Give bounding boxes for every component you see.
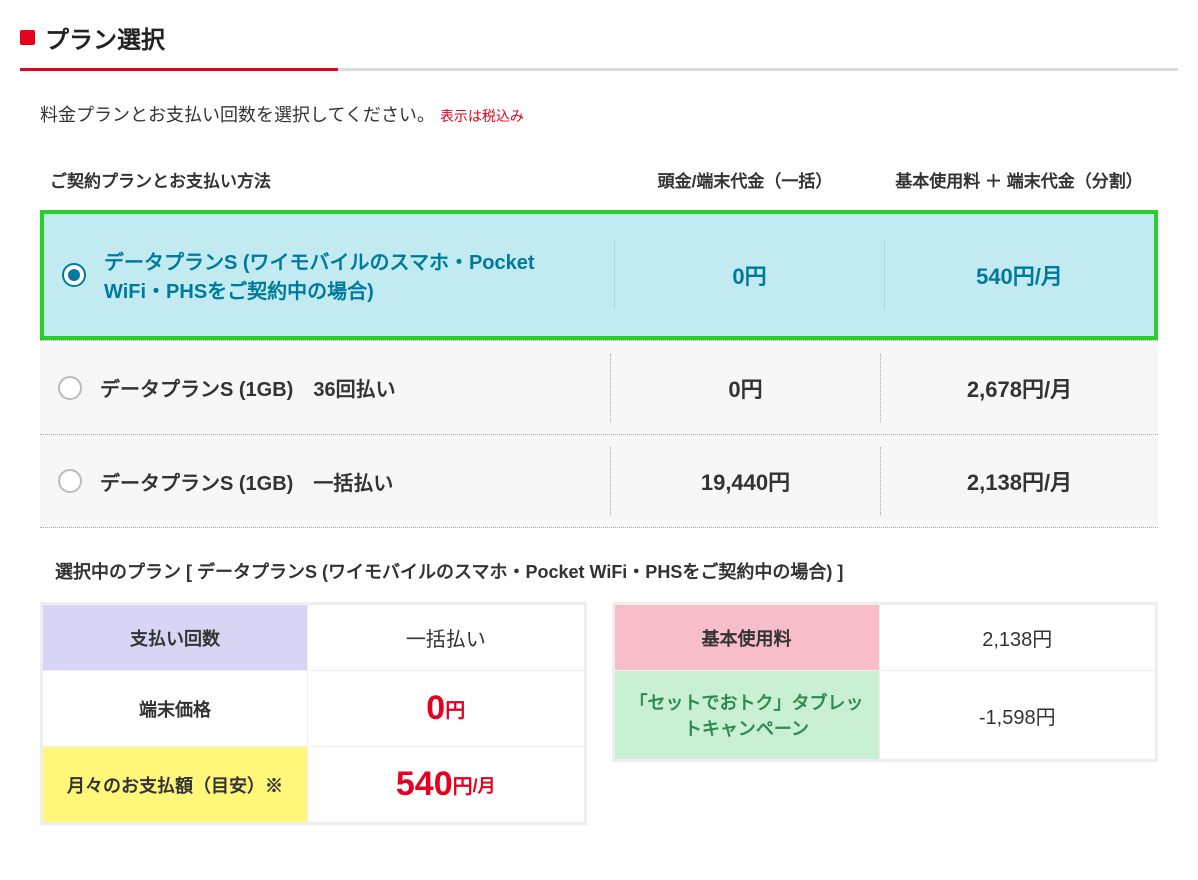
price-unit: 円 [445, 694, 465, 723]
plan-monthly: 2,678円/月 [880, 354, 1158, 422]
summary-value: 540円/月 [308, 747, 584, 822]
radio-icon[interactable] [58, 376, 82, 400]
plan-label: データプランS (1GB) 36回払い [100, 373, 610, 402]
price-unit: 円 [453, 770, 473, 799]
summary-value: 0円 [308, 671, 584, 746]
header-plan: ご契約プランとお支払い方法 [40, 167, 610, 192]
plan-down: 0円 [614, 241, 884, 309]
header-monthly: 基本使用料 ＋ 端末代金（分割） [880, 167, 1158, 192]
summary-value: 2,138円 [880, 605, 1156, 670]
plan-row-1[interactable]: データプランS (1GB) 36回払い 0円 2,678円/月 [40, 340, 1158, 434]
plan-label: データプランS (ワイモバイルのスマホ・Pocket WiFi・PHSをご契約中… [104, 246, 614, 304]
summary-right: 基本使用料 2,138円 「セットでおトク」タブレットキャンペーン -1,598… [612, 602, 1159, 762]
radio-icon[interactable] [58, 469, 82, 493]
summary-row-device-price: 端末価格 0円 [43, 671, 584, 747]
section-divider [20, 68, 1178, 71]
plan-label: データプランS (1GB) 一括払い [100, 467, 610, 496]
header-down: 頭金/端末代金（一括） [610, 167, 880, 192]
summary-row-monthly-est: 月々のお支払額（目安）※ 540円/月 [43, 747, 584, 822]
summary-row-payments: 支払い回数 一括払い [43, 605, 584, 671]
plan-radio-cell [40, 469, 100, 493]
plan-monthly: 540円/月 [884, 241, 1154, 309]
summary-value: -1,598円 [880, 671, 1156, 759]
summary-label: 支払い回数 [43, 605, 308, 670]
summary-label: 基本使用料 [615, 605, 880, 670]
summary-row-base-fee: 基本使用料 2,138円 [615, 605, 1156, 671]
summary-row-campaign: 「セットでおトク」タブレットキャンペーン -1,598円 [615, 671, 1156, 759]
plan-table-headers: ご契約プランとお支払い方法 頭金/端末代金（一括） 基本使用料 ＋ 端末代金（分… [40, 157, 1158, 210]
red-square-icon [20, 30, 35, 45]
section-header: プラン選択 [20, 20, 1178, 63]
plan-radio-cell [44, 263, 104, 287]
tax-note: 表示は税込み [440, 108, 524, 124]
plan-table: ご契約プランとお支払い方法 頭金/端末代金（一括） 基本使用料 ＋ 端末代金（分… [40, 157, 1158, 528]
plan-row-2[interactable]: データプランS (1GB) 一括払い 19,440円 2,138円/月 [40, 434, 1158, 528]
plan-down: 0円 [610, 354, 880, 422]
selected-plan-label: 選択中のプラン [ データプランS (ワイモバイルのスマホ・Pocket WiF… [55, 558, 1158, 584]
price-per: /月 [473, 772, 496, 798]
instruction-text: 料金プランとお支払い回数を選択してください。 表示は税込み [40, 101, 1158, 127]
plan-radio-cell [40, 376, 100, 400]
summary-value: 一括払い [308, 605, 584, 670]
price-number: 540 [396, 765, 453, 804]
radio-icon[interactable] [62, 263, 86, 287]
section-title: プラン選択 [45, 20, 165, 55]
summary-label: 端末価格 [43, 671, 308, 746]
price-number: 0 [426, 689, 445, 728]
summary-label: 「セットでおトク」タブレットキャンペーン [615, 671, 880, 759]
instruction-main: 料金プランとお支払い回数を選択してください。 [40, 105, 435, 125]
summary-wrap: 支払い回数 一括払い 端末価格 0円 月々のお支払額（目安）※ 540円/月 基… [40, 602, 1158, 825]
plan-monthly: 2,138円/月 [880, 447, 1158, 515]
plan-row-0[interactable]: データプランS (ワイモバイルのスマホ・Pocket WiFi・PHSをご契約中… [40, 210, 1158, 340]
summary-left: 支払い回数 一括払い 端末価格 0円 月々のお支払額（目安）※ 540円/月 [40, 602, 587, 825]
summary-label: 月々のお支払額（目安）※ [43, 747, 308, 822]
plan-down: 19,440円 [610, 447, 880, 515]
